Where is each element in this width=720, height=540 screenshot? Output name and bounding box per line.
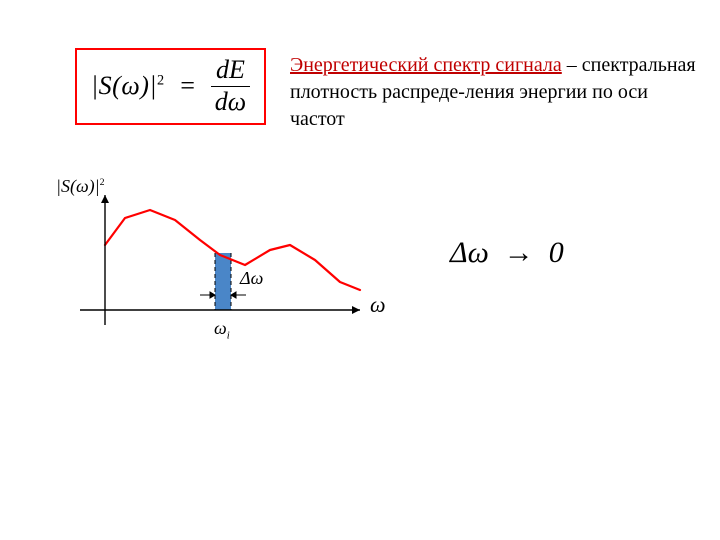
omega-i-label: ωi: [214, 318, 230, 342]
y-axis-label-squared: 2: [100, 177, 105, 188]
fraction-numerator: dE: [212, 56, 249, 85]
definition-text: Энергетический спектр сигнала – спектрал…: [290, 52, 700, 133]
y-axis-label-omega: ω: [76, 176, 89, 196]
delta-omega-label: Δω: [240, 268, 263, 289]
delta-omega-limit: Δω → 0: [450, 236, 564, 270]
formula-lhs: |S(ω)|2 =: [91, 71, 197, 101]
fraction-denominator: dω: [211, 88, 250, 117]
y-axis-label-S: S: [61, 176, 70, 196]
energy-spectrum-formula-box: |S(ω)|2 = dE dω: [75, 48, 266, 125]
spectrum-curve: [105, 210, 360, 290]
omega-i-subscript: i: [227, 330, 230, 342]
y-axis-label: |S(ω)|2: [56, 176, 105, 197]
omega-i-symbol: ω: [214, 318, 227, 338]
delta-omega-strip: [215, 253, 231, 310]
definition-term: Энергетический спектр сигнала: [290, 54, 562, 76]
x-axis-arrow-icon: [352, 306, 360, 314]
formula-fraction: dE dω: [211, 56, 250, 117]
omega-axis-label: ω: [370, 292, 386, 318]
